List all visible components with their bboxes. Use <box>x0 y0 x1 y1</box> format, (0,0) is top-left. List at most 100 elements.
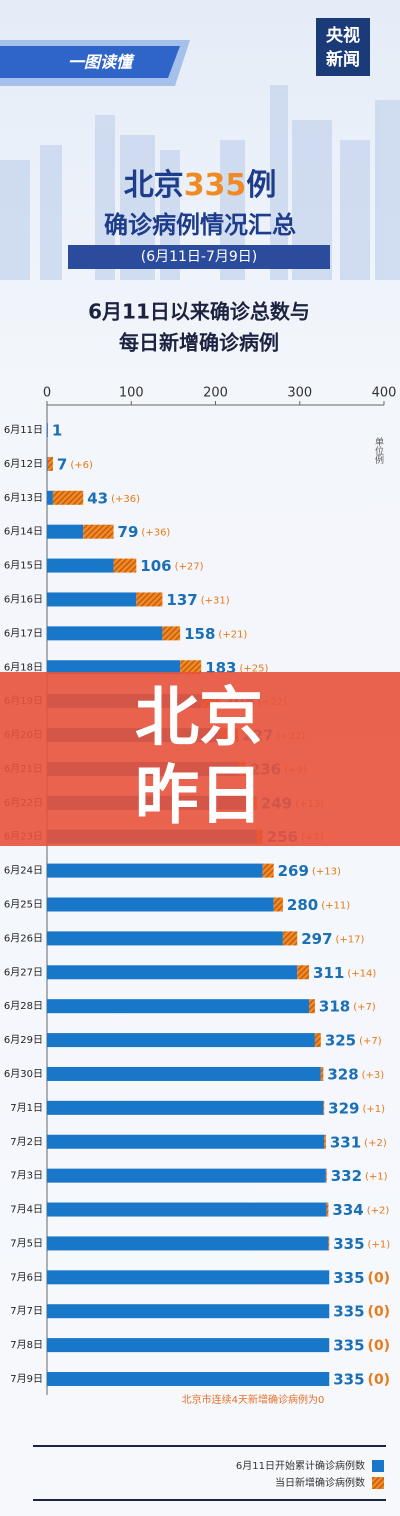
chart-title: 6月11日以来确诊总数与 <box>88 300 310 324</box>
total-label: 79 <box>118 523 139 541</box>
logo-text: 央视 <box>326 25 360 46</box>
total-label: 335 <box>333 1337 364 1355</box>
total-label: 335 <box>333 1371 364 1389</box>
y-tick-label: 6月25日 <box>4 899 43 911</box>
new-label: (+3) <box>362 1070 385 1081</box>
legend-swatch <box>372 1477 384 1489</box>
bar-new <box>180 660 202 675</box>
bar-new <box>83 524 114 539</box>
bar-new <box>309 999 315 1014</box>
x-tick-label: 400 <box>372 386 397 401</box>
y-tick-label: 6月15日 <box>4 560 43 572</box>
bar-new <box>136 592 163 607</box>
bar-new <box>320 1066 324 1081</box>
logo-text: 新闻 <box>326 49 360 70</box>
y-tick-label: 6月13日 <box>4 492 43 504</box>
y-tick-label: 6月26日 <box>4 932 43 944</box>
y-tick-label: 7月4日 <box>10 1204 43 1216</box>
new-label: (+1) <box>362 1104 385 1115</box>
bar-new <box>162 626 181 641</box>
bar-cumulative <box>47 1033 315 1048</box>
title-number: 335 <box>184 168 247 203</box>
bar-cumulative <box>47 1066 321 1081</box>
bar-new <box>47 456 53 471</box>
total-label: 329 <box>328 1099 359 1117</box>
overlay-text: 北京 <box>135 682 263 756</box>
y-tick-label: 7月8日 <box>10 1339 43 1351</box>
total-label: 311 <box>313 964 344 982</box>
new-label: (+27) <box>175 562 204 573</box>
bar-cumulative <box>47 524 84 539</box>
bar-new <box>326 1202 329 1217</box>
total-label: 334 <box>332 1201 363 1219</box>
bar-new <box>314 1033 321 1048</box>
total-label: 297 <box>301 930 332 948</box>
y-tick-label: 7月6日 <box>10 1271 43 1283</box>
y-tick-label: 6月14日 <box>4 526 43 538</box>
bar-new <box>282 931 298 946</box>
x-tick-label: 300 <box>287 386 312 401</box>
bar-new <box>324 1134 326 1149</box>
overlay-banner <box>0 672 400 846</box>
new-label: (+1) <box>368 1239 391 1250</box>
bar-cumulative <box>47 1270 330 1285</box>
new-label: (0) <box>368 1338 391 1354</box>
y-tick-label: 6月11日 <box>4 424 43 436</box>
y-tick-label: 6月30日 <box>4 1068 43 1080</box>
x-tick-label: 0 <box>43 386 51 401</box>
bar-new <box>325 1168 327 1183</box>
bar-cumulative <box>47 558 114 573</box>
overlay-text: 昨日 <box>135 760 263 834</box>
bar-cumulative <box>47 490 53 505</box>
y-tick-label: 6月28日 <box>4 1000 43 1012</box>
total-label: 318 <box>319 998 350 1016</box>
date-range: (6月11日-7月9日) <box>141 249 258 265</box>
y-tick-label: 7月3日 <box>10 1170 43 1182</box>
bar-cumulative <box>47 1202 327 1217</box>
bar-cumulative <box>47 931 283 946</box>
y-tick-label: 7月2日 <box>10 1136 43 1148</box>
new-label: (+13) <box>312 867 341 878</box>
total-label: 335 <box>333 1235 364 1253</box>
new-label: (+11) <box>321 901 350 912</box>
ribbon-text: 一图读懂 <box>68 53 135 72</box>
ribbon <box>0 46 180 78</box>
legend-label: 6月11日开始累计确诊病例数 <box>236 1459 365 1472</box>
total-label: 331 <box>330 1133 361 1151</box>
total-label: 1 <box>52 422 62 440</box>
chart-title: 每日新增确诊病例 <box>119 331 279 355</box>
bar-new <box>52 490 84 505</box>
new-label: (+14) <box>347 968 376 979</box>
y-tick-label: 7月9日 <box>10 1373 43 1385</box>
total-label: 332 <box>331 1167 362 1185</box>
new-label: (+36) <box>141 528 170 539</box>
new-label: (+6) <box>70 460 93 471</box>
new-label: (+17) <box>336 934 365 945</box>
subtitle: 确诊病例情况汇总 <box>104 211 296 239</box>
bar-new <box>273 897 283 912</box>
bar-new <box>328 1236 330 1251</box>
title-part: 例 <box>246 168 276 203</box>
title-part: 北京 <box>124 168 184 203</box>
bar-cumulative <box>47 1304 330 1319</box>
new-label: (+7) <box>353 1002 376 1013</box>
new-label: (+7) <box>359 1036 382 1047</box>
y-tick-label: 6月12日 <box>4 458 43 470</box>
axis-unit: 单位例 <box>373 436 384 465</box>
y-tick-label: 6月17日 <box>4 627 43 639</box>
bar-cumulative <box>47 592 137 607</box>
bar-cumulative <box>47 897 274 912</box>
y-tick-label: 7月1日 <box>10 1102 43 1114</box>
total-label: 328 <box>327 1065 358 1083</box>
bar-new <box>113 558 137 573</box>
x-tick-label: 100 <box>119 386 144 401</box>
y-tick-label: 6月24日 <box>4 865 43 877</box>
total-label: 158 <box>184 625 215 643</box>
legend-label: 当日新增确诊病例数 <box>275 1476 365 1489</box>
y-tick-label: 6月29日 <box>4 1034 43 1046</box>
bar-cumulative <box>47 999 310 1014</box>
total-label: 280 <box>287 896 318 914</box>
y-tick-label: 6月27日 <box>4 966 43 978</box>
